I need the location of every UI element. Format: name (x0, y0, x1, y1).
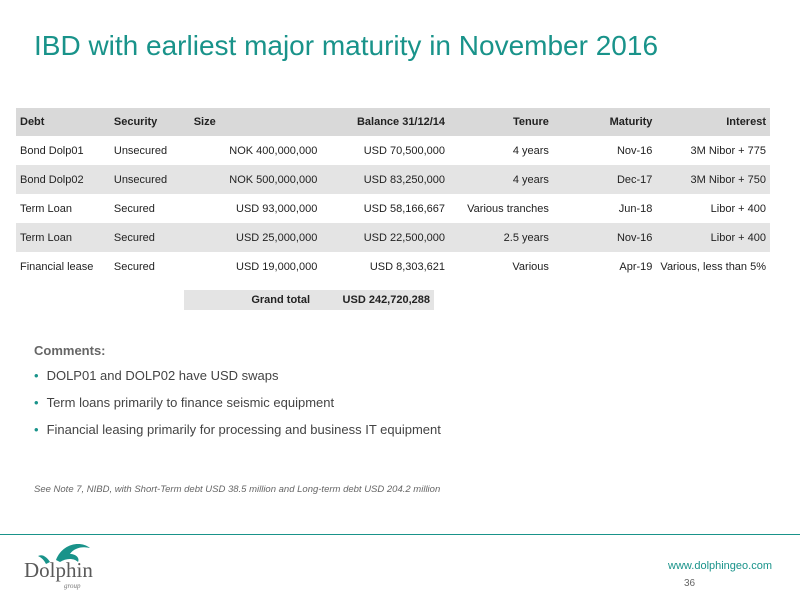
cell-security: Secured (113, 260, 155, 273)
cell-interest: 3M Nibor + 775 (690, 144, 766, 157)
table-row: Bond Dolp02 Unsecured NOK 500,000,000 US… (16, 165, 770, 194)
cell-maturity: Dec-17 (552, 165, 657, 194)
cell-interest: Various, less than 5% (660, 260, 766, 273)
bullet-text: Financial leasing primarily for processi… (46, 422, 441, 437)
cell-debt: Financial lease (20, 260, 94, 273)
table-row: Bond Dolp01 Unsecured NOK 400,000,000 US… (16, 136, 770, 165)
cell-interest: Libor + 400 (710, 202, 766, 215)
cell-debt: Bond Dolp01 (20, 144, 84, 157)
debt-table: Debt Security Size Balance 31/12/14 Tenu… (16, 108, 770, 281)
bullet-text: Term loans primarily to finance seismic … (46, 395, 335, 410)
cell-security: Unsecured (109, 165, 190, 194)
cell-security: Secured (113, 202, 155, 215)
cell-balance: USD 70,500,000 (363, 144, 446, 157)
header-security: Security (109, 108, 190, 136)
cell-tenure: 2.5 years (449, 223, 553, 252)
cell-tenure: 4 years (449, 165, 553, 194)
header-interest: Interest (656, 108, 770, 136)
list-item: • Term loans primarily to finance seismic… (34, 393, 441, 420)
cell-debt: Term Loan (20, 202, 72, 215)
cell-size: USD 25,000,000 (189, 223, 322, 252)
header-debt: Debt (16, 108, 110, 136)
cell-debt: Bond Dolp02 (16, 165, 110, 194)
table-row: Financial lease Secured USD 19,000,000 U… (16, 252, 770, 281)
footnote: See Note 7, NIBD, with Short-Term debt U… (34, 484, 441, 495)
page-title: IBD with earliest major maturity in Nove… (34, 30, 659, 61)
logo-subtitle: group (64, 582, 81, 590)
cell-maturity: Apr-19 (619, 260, 653, 273)
cell-debt: Term Loan (16, 223, 110, 252)
cell-tenure: 4 years (512, 144, 549, 157)
grand-total-label: Grand total (251, 294, 310, 306)
cell-size: USD 93,000,000 (236, 202, 318, 215)
comments-list: • DOLP01 and DOLP02 have USD swaps • Term … (34, 366, 441, 447)
header-maturity: Maturity (552, 108, 657, 136)
bullet-icon: • (34, 422, 39, 437)
cell-maturity: Nov-16 (616, 144, 653, 157)
cell-size: NOK 400,000,000 (229, 144, 318, 157)
table-header-row: Debt Security Size Balance 31/12/14 Tenu… (16, 108, 770, 136)
website-link[interactable]: www.dolphingeo.com (668, 560, 772, 572)
grand-total-value: USD 242,720,288 (342, 294, 430, 306)
header-tenure: Tenure (449, 108, 553, 136)
cell-size: NOK 500,000,000 (189, 165, 322, 194)
grand-total-row: Grand total USD 242,720,288 (184, 290, 434, 310)
header-balance: Balance 31/12/14 (321, 108, 450, 136)
cell-interest: Libor + 400 (656, 223, 770, 252)
cell-tenure: Various tranches (467, 202, 549, 215)
cell-balance: USD 58,166,667 (363, 202, 446, 215)
cell-balance: USD 83,250,000 (321, 165, 450, 194)
footer-divider (0, 534, 800, 535)
cell-interest: 3M Nibor + 750 (656, 165, 770, 194)
table-row: Term Loan Secured USD 25,000,000 USD 22,… (16, 223, 770, 252)
page-number: 36 (684, 578, 696, 589)
cell-size: USD 19,000,000 (236, 260, 318, 273)
table-row: Term Loan Secured USD 93,000,000 USD 58,… (16, 194, 770, 223)
bullet-text: DOLP01 and DOLP02 have USD swaps (46, 368, 279, 383)
bullet-icon: • (34, 368, 39, 383)
cell-maturity: Jun-18 (618, 202, 653, 215)
comments-heading: Comments: (34, 343, 106, 358)
cell-maturity: Nov-16 (552, 223, 657, 252)
cell-tenure: Various (512, 260, 549, 273)
logo-wordmark: Dolphin (24, 558, 93, 582)
header-size: Size (189, 108, 322, 136)
dolphin-logo-icon (38, 544, 90, 564)
bullet-icon: • (34, 395, 39, 410)
cell-security: Secured (109, 223, 190, 252)
cell-balance: USD 8,303,621 (369, 260, 446, 273)
cell-security: Unsecured (113, 144, 168, 157)
cell-balance: USD 22,500,000 (321, 223, 450, 252)
list-item: • Financial leasing primarily for process… (34, 420, 441, 447)
list-item: • DOLP01 and DOLP02 have USD swaps (34, 366, 441, 393)
